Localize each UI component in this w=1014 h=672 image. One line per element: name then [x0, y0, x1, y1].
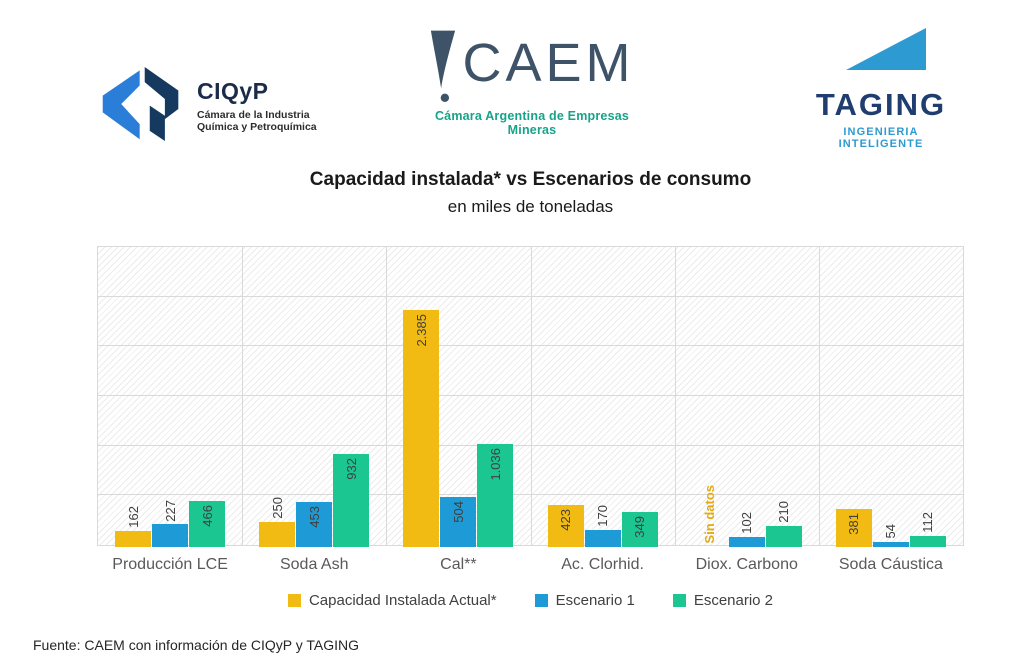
- chart-subtitle: en miles de toneladas: [447, 197, 614, 216]
- bar-value-label: 381: [846, 513, 862, 535]
- taging-logo: TAGING INGENIERIA INTELIGENTE: [806, 28, 956, 150]
- category-column: 2.385 504 1.036 Cal**: [386, 247, 530, 573]
- gridline-vertical: [242, 247, 244, 545]
- bar-value-label: 112: [920, 512, 936, 533]
- title-block: Capacidad instalada* vs Escenarios de co…: [97, 169, 964, 217]
- bar-s2-c4: [584, 530, 621, 547]
- ciqyp-logo: CIQyP Cámara de la Industria Química y P…: [96, 60, 317, 148]
- category-column: 250 453 932 Soda Ash: [242, 247, 386, 573]
- source-note: Fuente: CAEM con información de CIQyP y …: [33, 637, 360, 653]
- taging-logo-name: TAGING: [815, 87, 947, 122]
- category-column: 162 227 466 Producción LCE: [98, 247, 242, 573]
- caem-logo-name: CAEM: [462, 33, 635, 93]
- caem-flame-icon: [431, 30, 456, 102]
- gridline-vertical: [386, 247, 388, 545]
- legend-item-3: Escenario 2: [672, 592, 774, 609]
- bar-value-label: 170: [595, 505, 611, 528]
- plot-area: 162 227 466 Producción LCE 250 453 932 Soda Ash…: [97, 246, 964, 573]
- category-label: Diox. Carbono: [695, 556, 798, 573]
- bar-s1-c6: [835, 509, 872, 547]
- bar-s3-c5: [765, 526, 802, 547]
- chart-legend: Capacidad Instalada Actual* Escenario 1 Es…: [97, 592, 964, 609]
- bar-value-label: 453: [306, 506, 322, 528]
- legend-label: Escenario 2: [693, 592, 774, 609]
- category-column: Sin datos 102 210 Diox. Carbono: [675, 247, 819, 573]
- bar-s2-c5: [728, 536, 765, 547]
- legend-label: Escenario 1: [555, 592, 635, 609]
- category-label: Producción LCE: [112, 556, 228, 573]
- bar-s1-c2: [259, 522, 296, 547]
- gridline-vertical: [530, 247, 532, 545]
- caem-tagline: Cámara Argentina de Empresas Mineras: [434, 109, 630, 137]
- bar-value-label: 1.036: [487, 448, 503, 481]
- bar-s3-c3: [477, 444, 514, 547]
- bar-value-label: 932: [343, 458, 359, 481]
- bar-value-label: 349: [632, 516, 648, 539]
- bar-s2-c1: [152, 524, 189, 547]
- bar-value-label: 102: [739, 512, 755, 534]
- legend-swatch-icon: [287, 594, 301, 607]
- bar-value-label: 162: [125, 506, 141, 528]
- category-column: 423 170 349 Ac. Clorhid.: [531, 247, 675, 573]
- bar-value-label: 250: [269, 497, 285, 520]
- bar-s3-c1: [189, 500, 226, 547]
- category-column: 381 54 112 Soda Cáustica: [819, 247, 963, 573]
- category-label: Cal**: [440, 556, 477, 573]
- bar-value-label: 227: [162, 499, 178, 522]
- bar-s3-c6: [909, 535, 946, 547]
- bar-value-label: 2.385: [413, 314, 429, 347]
- taging-triangle-icon: [846, 28, 926, 70]
- legend-item-1: Capacidad Instalada Actual*: [287, 592, 497, 609]
- bar-s1-c1: [115, 530, 152, 547]
- bar-s1-c3: [403, 310, 440, 547]
- bar-s2-c3: [440, 496, 477, 547]
- bar-value-label: 466: [199, 504, 215, 527]
- bar-value-label: 210: [776, 501, 792, 524]
- legend-swatch-icon: [534, 594, 548, 607]
- bar-s3-c2: [333, 454, 370, 547]
- chart-title: Capacidad instalada* vs Escenarios de co…: [309, 169, 752, 190]
- bar-value-label: 504: [450, 500, 466, 523]
- ciqyp-tagline-line1: Cámara de la Industria: [197, 109, 310, 121]
- category-label: Soda Cáustica: [838, 556, 943, 573]
- legend-item-2: Escenario 1: [534, 592, 635, 609]
- ciqyp-tagline-line2: Química y Petroquímica: [197, 121, 317, 133]
- bar-value-label: 54: [883, 524, 899, 539]
- legend-label: Capacidad Instalada Actual*: [308, 592, 497, 609]
- ciqyp-logo-name: CIQyP: [197, 78, 269, 104]
- bar-s2-c2: [296, 502, 333, 547]
- legend-swatch-icon: [672, 594, 686, 607]
- category-label: Ac. Clorhid.: [561, 556, 644, 573]
- bar-s2-c6: [872, 541, 909, 547]
- category-label: Soda Ash: [279, 556, 349, 573]
- bar-s1-c4: [547, 504, 584, 547]
- taging-tagline: INGENIERIA INTELIGENTE: [838, 126, 924, 150]
- gridline-vertical: [818, 247, 820, 545]
- gridline-vertical: [674, 247, 676, 545]
- ciqyp-icon: [102, 67, 179, 141]
- bar-value-label: 423: [558, 508, 574, 531]
- caem-logo: CAEM Cámara Argentina de Empresas Minera…: [412, 30, 652, 137]
- no-data-label: Sin datos: [702, 485, 718, 544]
- bar-s3-c4: [621, 512, 658, 547]
